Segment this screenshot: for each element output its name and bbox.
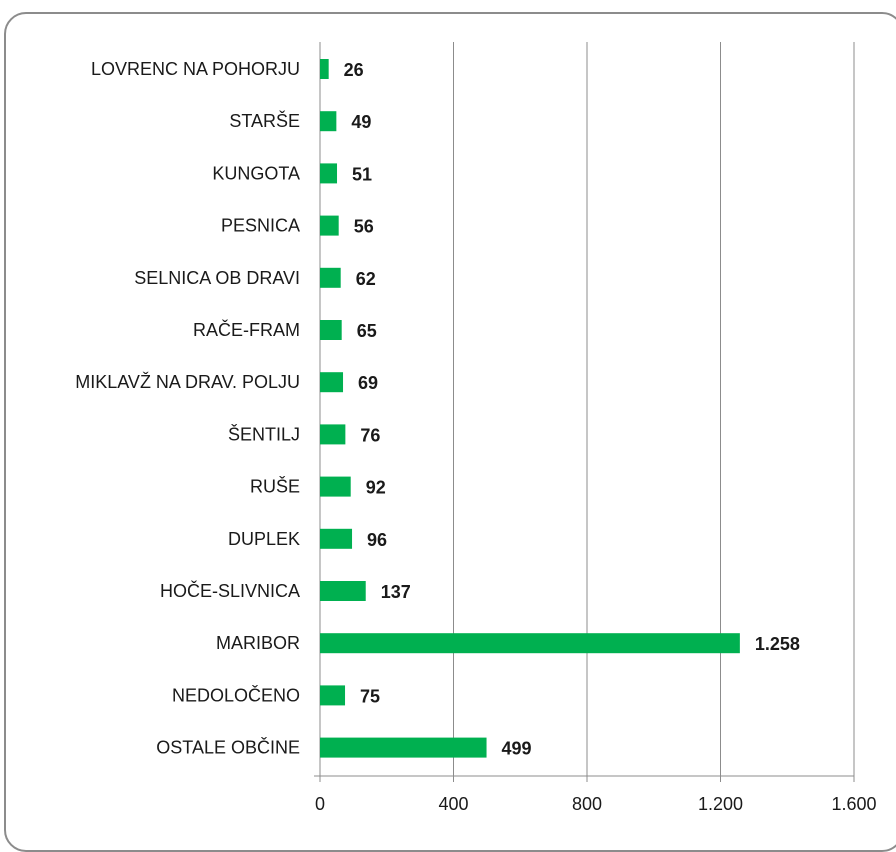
value-label: 76: [360, 425, 380, 445]
category-label: MARIBOR: [216, 633, 300, 653]
bar: [320, 476, 351, 497]
chart-frame: [4, 12, 896, 852]
bar: [320, 59, 329, 79]
bar: [320, 581, 366, 601]
bar: [320, 215, 339, 236]
category-label: HOČE-SLIVNICA: [160, 580, 300, 601]
value-label: 92: [366, 478, 386, 498]
value-label: 1.258: [755, 634, 800, 654]
x-axis-ticks: 0 400 800 1.200 1.600: [315, 794, 877, 814]
value-label: 26: [344, 60, 364, 80]
category-label: LOVRENC NA POHORJU: [91, 59, 300, 79]
x-tick-label: 1.600: [831, 794, 876, 814]
category-label: STARŠE: [229, 110, 300, 131]
category-label: RUŠE: [250, 476, 300, 497]
bar: [320, 633, 740, 654]
value-label: 69: [358, 373, 378, 393]
category-label: PESNICA: [221, 216, 300, 236]
bar: [320, 424, 346, 445]
bar-chart: LOVRENC NA POHORJU STARŠE KUNGOTA PESNICA SE…: [75, 42, 877, 814]
category-label: RAČE-FRAM: [193, 319, 300, 340]
x-tick-label: 0: [315, 794, 325, 814]
bar: [320, 528, 353, 549]
bars: [320, 59, 740, 758]
bar: [320, 320, 342, 340]
value-label: 51: [352, 164, 372, 184]
bar: [320, 685, 346, 706]
bar: [320, 737, 487, 758]
category-label: NEDOLOČENO: [172, 684, 300, 705]
value-label: 62: [356, 269, 376, 289]
category-label: OSTALE OBČINE: [156, 737, 300, 758]
bar: [320, 372, 344, 393]
x-tick-label: 400: [438, 794, 468, 814]
category-label: SELNICA OB DRAVI: [134, 268, 300, 288]
value-label: 137: [381, 582, 411, 602]
value-labels: 26 49 51 56 62 65 69 76 92 96 137 1.258 75 499: [344, 60, 800, 759]
value-label: 56: [354, 217, 374, 237]
category-labels: LOVRENC NA POHORJU STARŠE KUNGOTA PESNICA SE…: [75, 59, 300, 758]
value-label: 499: [502, 739, 532, 759]
value-label: 96: [367, 530, 387, 550]
x-tick-label: 800: [572, 794, 602, 814]
bar: [320, 111, 337, 132]
gridlines: [314, 42, 855, 782]
category-label: DUPLEK: [228, 529, 300, 549]
bar: [320, 163, 338, 184]
bar: [320, 267, 341, 288]
category-label: MIKLAVŽ NA DRAV. POLJU: [75, 372, 300, 392]
value-label: 75: [360, 686, 380, 706]
category-label: KUNGOTA: [212, 163, 300, 183]
x-tick-label: 1.200: [698, 794, 743, 814]
value-label: 49: [351, 112, 371, 132]
value-label: 65: [357, 321, 377, 341]
category-label: ŠENTILJ: [228, 423, 300, 444]
